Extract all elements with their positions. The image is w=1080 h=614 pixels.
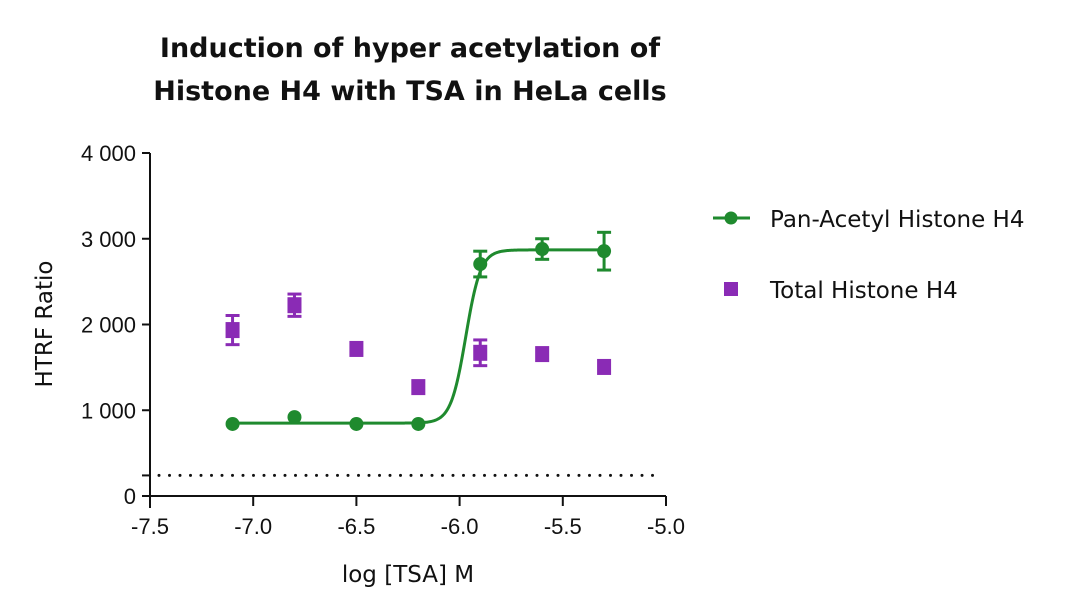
legend-label-total: Total Histone H4 [769,278,958,304]
fit-curve [232,248,605,425]
legend-square-marker-icon [724,282,738,296]
y-tick-label: 4 000 [81,141,136,166]
total-histone-data-point [287,292,302,318]
total-histone-data-point [225,313,240,347]
pan-acetyl-data-point [225,416,240,431]
total-histone-data-point [349,340,364,357]
total-histone-data-point [597,358,612,375]
pan-acetyl-data-point [349,416,364,431]
pan-acetyl-data-point [535,237,550,261]
reference-line-dotted [157,473,654,477]
total-histone-data-point [473,338,488,368]
pan-acetyl-data-point [411,416,426,431]
x-axis-label: log [TSA] M [342,562,474,588]
pan-acetyl-data-point [597,230,612,272]
total-histone-data-point [535,346,550,363]
legend-label-pan-acetyl: Pan-Acetyl Histone H4 [770,207,1024,233]
y-tick-label: 1 000 [81,398,136,423]
x-tick-label: -6.5 [337,514,375,539]
chart-title: Induction of hyper acetylation of Histon… [153,33,667,107]
y-tick-label: 2 000 [81,313,136,338]
x-tick-label: -6.0 [441,514,479,539]
x-tick-label: -5.5 [544,514,582,539]
pan-acetyl-data-point [473,249,488,279]
y-tick-label: 0 [124,484,136,509]
chart-title-line-1: Induction of hyper acetylation of [160,33,660,64]
legend-item-total: Total Histone H4 [724,278,958,304]
y-axis-label: HTRF Ratio [32,261,58,388]
legend-circle-marker-icon [724,211,738,225]
x-tick-label: -7.5 [131,514,169,539]
legend: Pan-Acetyl Histone H4 Total Histone H4 [713,207,1024,304]
x-tick-label: -7.0 [234,514,272,539]
x-axis: -7.5 -7.0 -6.5 -6.0 -5.5 -5.0 [131,495,685,539]
data-points [225,230,612,431]
y-axis: 0 1 000 2 000 3 000 4 000 [81,141,151,509]
pan-acetyl-data-point [287,410,302,425]
chart-title-line-2: Histone H4 with TSA in HeLa cells [153,76,667,107]
y-tick-label: 3 000 [81,227,136,252]
total-histone-data-point [411,379,426,396]
x-tick-label: -5.0 [647,514,685,539]
legend-item-pan-acetyl: Pan-Acetyl Histone H4 [713,207,1024,233]
